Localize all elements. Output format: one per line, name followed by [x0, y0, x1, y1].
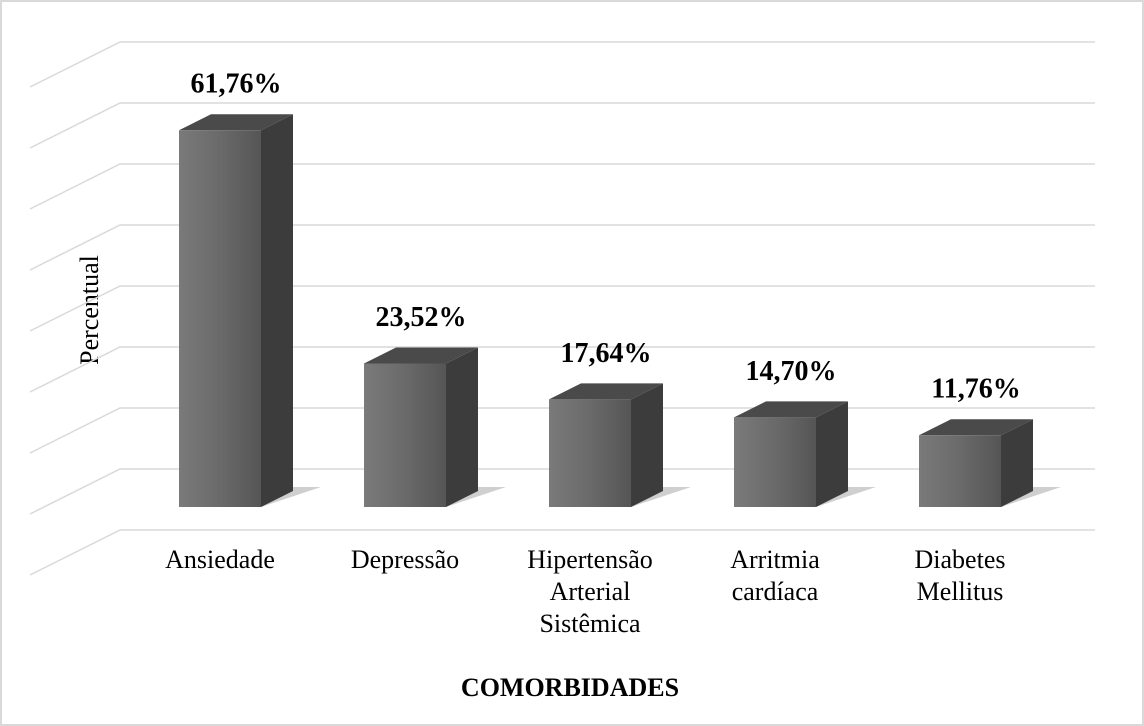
value-label: 14,70%	[746, 356, 837, 387]
grid-line	[29, 163, 1095, 210]
x-tick-label: Hipertensão Arterial Sistêmica	[527, 545, 653, 638]
grid-line	[29, 346, 1095, 393]
value-label: 61,76%	[191, 69, 282, 100]
grid-line	[29, 102, 1095, 149]
x-tick-label: Depressão	[351, 545, 459, 574]
value-label: 11,76%	[931, 374, 1020, 405]
grid-line	[29, 41, 1095, 88]
x-tick-label: Diabetes Mellitus	[915, 545, 1006, 606]
grid-line	[29, 224, 1095, 271]
value-label: 17,64%	[561, 338, 652, 369]
bar	[364, 347, 478, 507]
grid-line	[29, 285, 1095, 332]
x-tick-label: Ansiedade	[165, 545, 275, 574]
bar-front	[549, 399, 631, 507]
bar-side	[261, 114, 293, 507]
bar-top	[549, 383, 663, 400]
y-axis-title: Percentual	[75, 255, 104, 365]
value-label: 23,52%	[376, 302, 467, 333]
bar-top	[734, 401, 848, 418]
x-axis-title: COMORBIDADES	[461, 673, 679, 702]
bar-side	[631, 383, 663, 507]
bar-front	[364, 363, 446, 507]
bar	[179, 114, 293, 507]
bar-top	[179, 114, 293, 131]
grid-line	[29, 529, 1095, 576]
bar-front	[919, 435, 1001, 507]
bar-side	[1001, 419, 1033, 507]
bar	[734, 401, 848, 507]
bar-top	[364, 347, 478, 364]
bar-front	[179, 130, 261, 507]
bar-side	[816, 401, 848, 507]
x-tick-label: Arritmia cardíaca	[730, 545, 820, 606]
bar-side	[446, 347, 478, 507]
bar	[919, 419, 1033, 507]
bar-top	[919, 419, 1033, 436]
bar-front	[734, 417, 816, 507]
bar	[549, 383, 663, 507]
